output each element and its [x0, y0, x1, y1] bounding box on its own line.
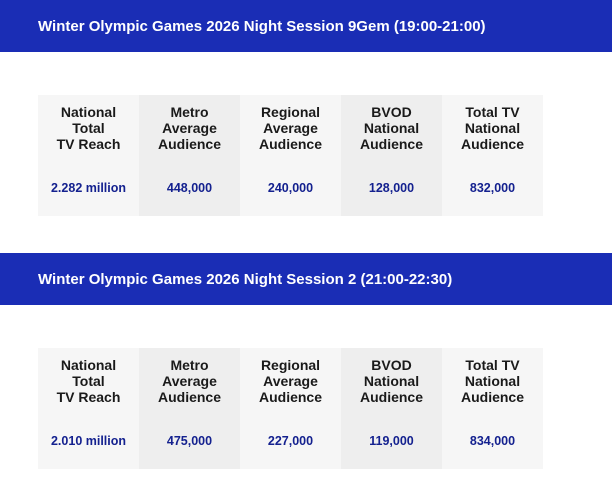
- header-regional-average-audience: Regional Average Audience: [240, 348, 341, 413]
- value-national-total-tv-reach: 2.282 million: [38, 160, 139, 216]
- value-bvod-national-audience: 128,000: [341, 160, 442, 216]
- session-1-title: Winter Olympic Games 2026 Night Session …: [38, 17, 486, 35]
- value-bvod-national-audience: 119,000: [341, 413, 442, 469]
- value-metro-average-audience: 475,000: [139, 413, 240, 469]
- header-total-tv-national-audience: Total TV National Audience: [442, 348, 543, 413]
- session-2-title: Winter Olympic Games 2026 Night Session …: [38, 270, 453, 288]
- table-row: 2.010 million 475,000 227,000 119,000 83…: [38, 413, 543, 469]
- header-regional-average-audience: Regional Average Audience: [240, 95, 341, 160]
- header-metro-average-audience: Metro Average Audience: [139, 95, 240, 160]
- value-regional-average-audience: 240,000: [240, 160, 341, 216]
- header-national-total-tv-reach: National Total TV Reach: [38, 348, 139, 413]
- value-regional-average-audience: 227,000: [240, 413, 341, 469]
- header-bvod-national-audience: BVOD National Audience: [341, 95, 442, 160]
- header-bvod-national-audience: BVOD National Audience: [341, 348, 442, 413]
- session-1-table: National Total TV Reach Metro Average Au…: [38, 95, 543, 216]
- table-row: 2.282 million 448,000 240,000 128,000 83…: [38, 160, 543, 216]
- header-national-total-tv-reach: National Total TV Reach: [38, 95, 139, 160]
- session-2-banner: Winter Olympic Games 2026 Night Session …: [0, 253, 612, 305]
- value-national-total-tv-reach: 2.010 million: [38, 413, 139, 469]
- session-2-table: National Total TV Reach Metro Average Au…: [38, 348, 543, 469]
- header-total-tv-national-audience: Total TV National Audience: [442, 95, 543, 160]
- session-1-banner: Winter Olympic Games 2026 Night Session …: [0, 0, 612, 52]
- value-metro-average-audience: 448,000: [139, 160, 240, 216]
- value-total-tv-national-audience: 832,000: [442, 160, 543, 216]
- value-total-tv-national-audience: 834,000: [442, 413, 543, 469]
- table-header-row: National Total TV Reach Metro Average Au…: [38, 95, 543, 160]
- table-header-row: National Total TV Reach Metro Average Au…: [38, 348, 543, 413]
- header-metro-average-audience: Metro Average Audience: [139, 348, 240, 413]
